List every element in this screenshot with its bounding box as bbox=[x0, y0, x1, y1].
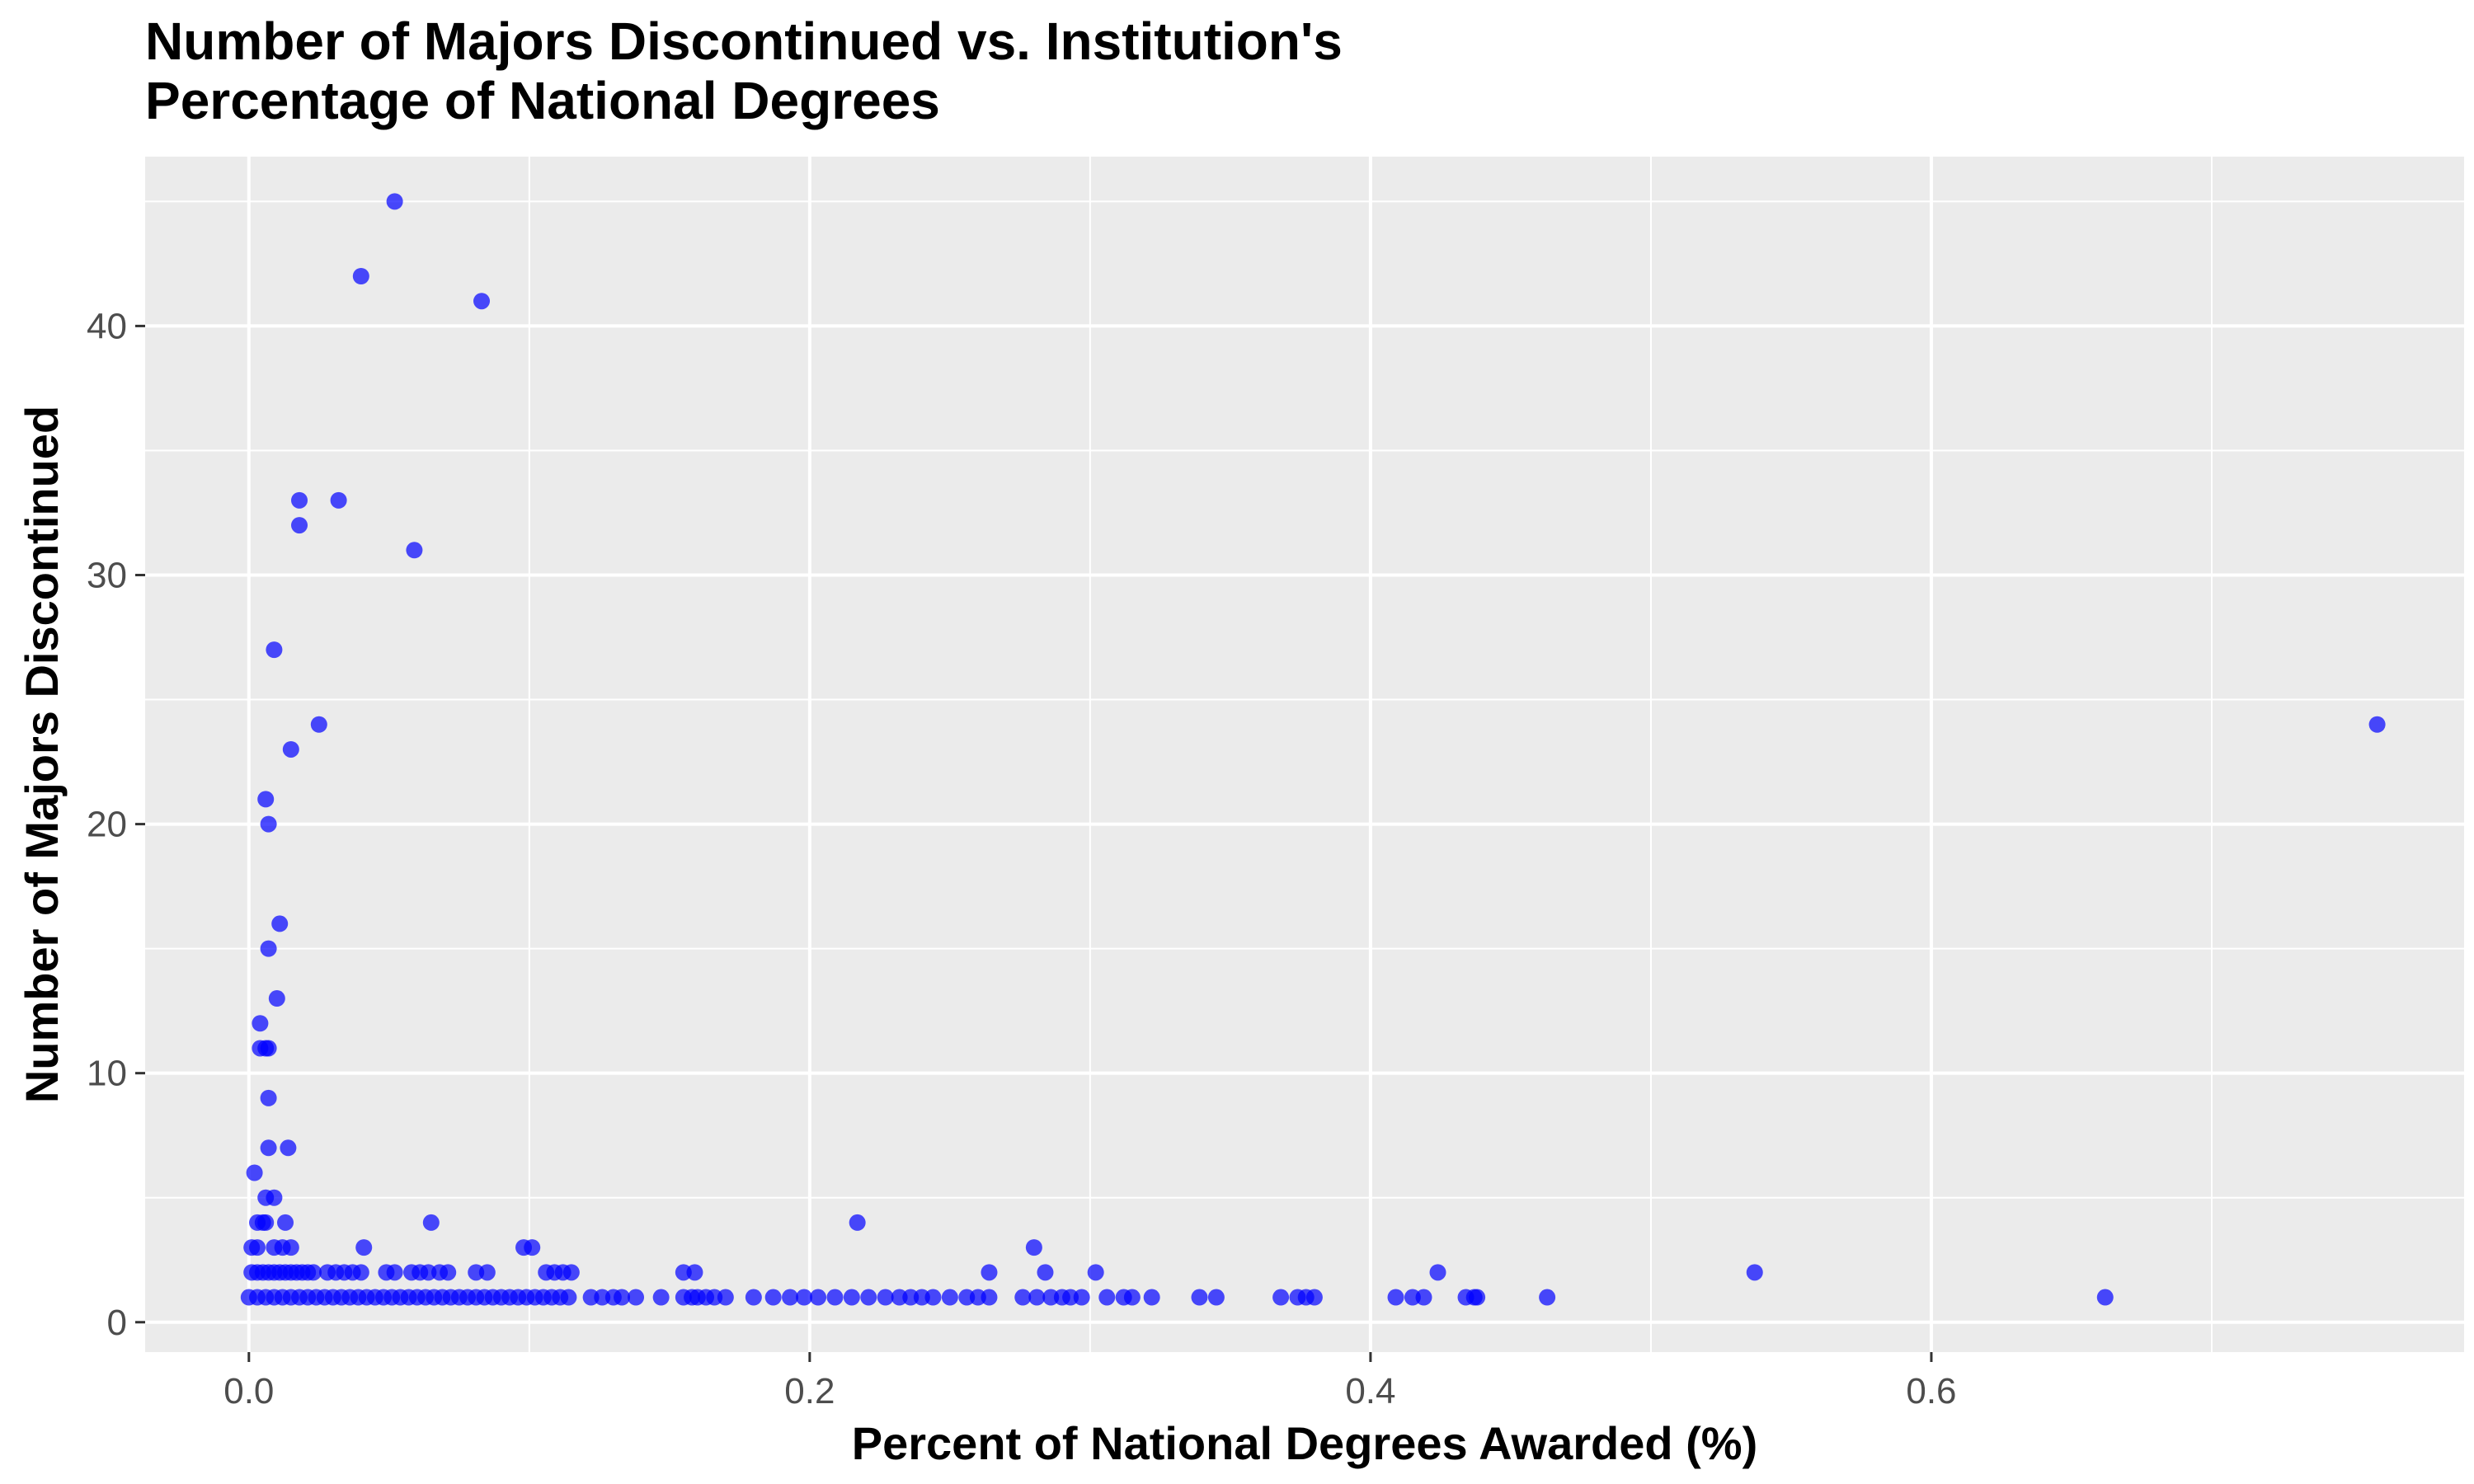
data-point bbox=[266, 641, 283, 659]
y-tick-label: 20 bbox=[87, 805, 127, 845]
data-point bbox=[1028, 1289, 1046, 1306]
data-point bbox=[291, 491, 308, 509]
data-point bbox=[1087, 1264, 1104, 1281]
data-point bbox=[1539, 1289, 1556, 1306]
data-point bbox=[810, 1289, 827, 1306]
data-point bbox=[1191, 1289, 1208, 1306]
chart-title: Number of Majors Discontinued vs. Instit… bbox=[145, 12, 2372, 130]
data-point bbox=[386, 1264, 403, 1281]
data-point bbox=[305, 1264, 322, 1281]
data-point bbox=[277, 1214, 294, 1231]
data-point bbox=[796, 1289, 813, 1306]
data-point bbox=[628, 1289, 645, 1306]
data-point bbox=[266, 1189, 283, 1206]
data-point bbox=[1037, 1264, 1054, 1281]
data-point bbox=[1123, 1289, 1141, 1306]
data-point bbox=[386, 193, 403, 210]
data-point bbox=[1469, 1289, 1486, 1306]
data-point bbox=[717, 1289, 734, 1306]
y-tick-label: 40 bbox=[87, 306, 127, 346]
data-point bbox=[352, 268, 369, 284]
data-point bbox=[1098, 1289, 1116, 1306]
data-point bbox=[473, 293, 491, 310]
data-point bbox=[826, 1289, 844, 1306]
y-tick-label: 0 bbox=[107, 1303, 127, 1343]
data-point bbox=[291, 517, 308, 534]
data-point bbox=[271, 915, 289, 932]
data-point bbox=[1025, 1239, 1042, 1256]
chart-title-line-1: Number of Majors Discontinued vs. Instit… bbox=[145, 12, 1343, 71]
data-point bbox=[1272, 1289, 1290, 1306]
data-point bbox=[260, 1040, 277, 1057]
data-point bbox=[764, 1289, 782, 1306]
data-point bbox=[355, 1239, 373, 1256]
x-axis-ticks: 0.0 0.2 0.4 0.6 bbox=[223, 1352, 1957, 1411]
y-axis-title: Number of Majors Discontinued bbox=[16, 406, 68, 1103]
data-point bbox=[352, 1264, 369, 1281]
data-point bbox=[860, 1289, 877, 1306]
data-point bbox=[260, 1139, 277, 1157]
data-point bbox=[877, 1289, 894, 1306]
data-point bbox=[1415, 1289, 1432, 1306]
data-point bbox=[1143, 1289, 1160, 1306]
data-point bbox=[422, 1214, 440, 1231]
data-point bbox=[282, 740, 299, 758]
data-point bbox=[782, 1289, 799, 1306]
data-point bbox=[1387, 1289, 1404, 1306]
data-point bbox=[524, 1239, 541, 1256]
data-point bbox=[614, 1289, 631, 1306]
y-tick-label: 30 bbox=[87, 556, 127, 596]
data-point bbox=[652, 1289, 670, 1306]
y-tick-label: 10 bbox=[87, 1054, 127, 1094]
data-point bbox=[1746, 1264, 1763, 1281]
data-point bbox=[981, 1264, 998, 1281]
data-point bbox=[268, 990, 285, 1007]
x-tick-label: 0.0 bbox=[223, 1371, 274, 1411]
chart-title-line-2: Percentage of National Degrees bbox=[145, 71, 940, 130]
data-point bbox=[246, 1164, 263, 1181]
data-point bbox=[745, 1289, 762, 1306]
data-point bbox=[282, 1239, 299, 1256]
data-point bbox=[924, 1289, 942, 1306]
data-point bbox=[440, 1264, 457, 1281]
data-point bbox=[249, 1239, 266, 1256]
data-point bbox=[562, 1264, 580, 1281]
data-point bbox=[257, 791, 275, 808]
data-point bbox=[257, 1214, 275, 1231]
plot-panel bbox=[145, 157, 2464, 1352]
x-tick-label: 0.4 bbox=[1345, 1371, 1395, 1411]
data-point bbox=[843, 1289, 860, 1306]
data-point bbox=[330, 491, 347, 509]
data-point bbox=[1014, 1289, 1032, 1306]
data-point bbox=[686, 1264, 703, 1281]
x-axis-title: Percent of National Degrees Awarded (%) bbox=[852, 1417, 1758, 1469]
data-point bbox=[260, 940, 277, 957]
data-point bbox=[260, 815, 277, 833]
data-point bbox=[310, 716, 327, 733]
x-tick-label: 0.6 bbox=[1906, 1371, 1956, 1411]
data-point bbox=[981, 1289, 998, 1306]
data-point bbox=[406, 542, 423, 559]
x-tick-label: 0.2 bbox=[784, 1371, 835, 1411]
data-point bbox=[260, 1089, 277, 1106]
data-point bbox=[1207, 1289, 1225, 1306]
data-point bbox=[478, 1264, 496, 1281]
data-point bbox=[1429, 1264, 1446, 1281]
y-axis-ticks: 0 10 20 30 40 bbox=[87, 306, 145, 1343]
data-point bbox=[280, 1139, 297, 1157]
data-point bbox=[2368, 716, 2386, 733]
data-point bbox=[252, 1015, 269, 1032]
data-point bbox=[2096, 1289, 2114, 1306]
data-point bbox=[941, 1289, 958, 1306]
data-point bbox=[1073, 1289, 1090, 1306]
grid-lines bbox=[145, 157, 2464, 1352]
data-points bbox=[240, 193, 2386, 1306]
data-point bbox=[560, 1289, 577, 1306]
data-point bbox=[849, 1214, 866, 1231]
data-point bbox=[1305, 1289, 1323, 1306]
